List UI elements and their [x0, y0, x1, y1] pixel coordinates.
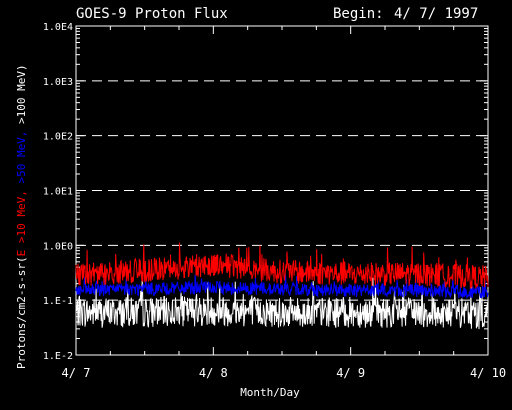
y-tick-label: 1.0E4: [43, 22, 73, 33]
x-axis-label: Month/Day: [240, 386, 300, 399]
x-tick-label: 4/ 7: [62, 366, 91, 380]
y-tick-label: 1.0E0: [43, 241, 73, 252]
y-axis-label-suffix: ): [15, 64, 28, 71]
y-tick-label: 1.E-1: [43, 296, 73, 307]
x-tick-label: 4/ 8: [199, 366, 228, 380]
y-axis-label: Protons/cm2-s-sr(E >10 MeV, >50 MeV, >10…: [15, 64, 28, 369]
y-axis-label-red: E >10 MeV,: [15, 190, 28, 256]
begin-date: 4/ 7/ 1997: [394, 6, 478, 22]
x-tick-label: 4/ 9: [336, 366, 365, 380]
series-line-50mevmev: [75, 274, 489, 299]
y-axis-label-blue: >50 MeV,: [15, 131, 28, 191]
y-axis-label-white: >100 MeV: [15, 71, 28, 131]
y-tick-label: 1.0E3: [43, 77, 73, 88]
y-tick-label: 1.0E2: [43, 132, 73, 143]
y-tick-label: 1.0E1: [43, 187, 73, 198]
plot-area: 1.E-2 1.E-1 1.0E0 1.0E1 1.0E2 1.0E3 1.0E4 4/ 7 4…: [43, 22, 506, 380]
series-line-10mevmev: [75, 242, 489, 289]
x-tick-label: 4/ 10: [470, 366, 506, 380]
y-axis-label-prefix: Protons/cm2-s-sr(: [15, 256, 28, 369]
chart-title: GOES-9 Proton Flux: [76, 6, 228, 22]
y-tick-label: 1.E-2: [43, 351, 73, 362]
begin-label: Begin:: [333, 6, 384, 22]
series-line-100mevmev: [75, 277, 489, 330]
